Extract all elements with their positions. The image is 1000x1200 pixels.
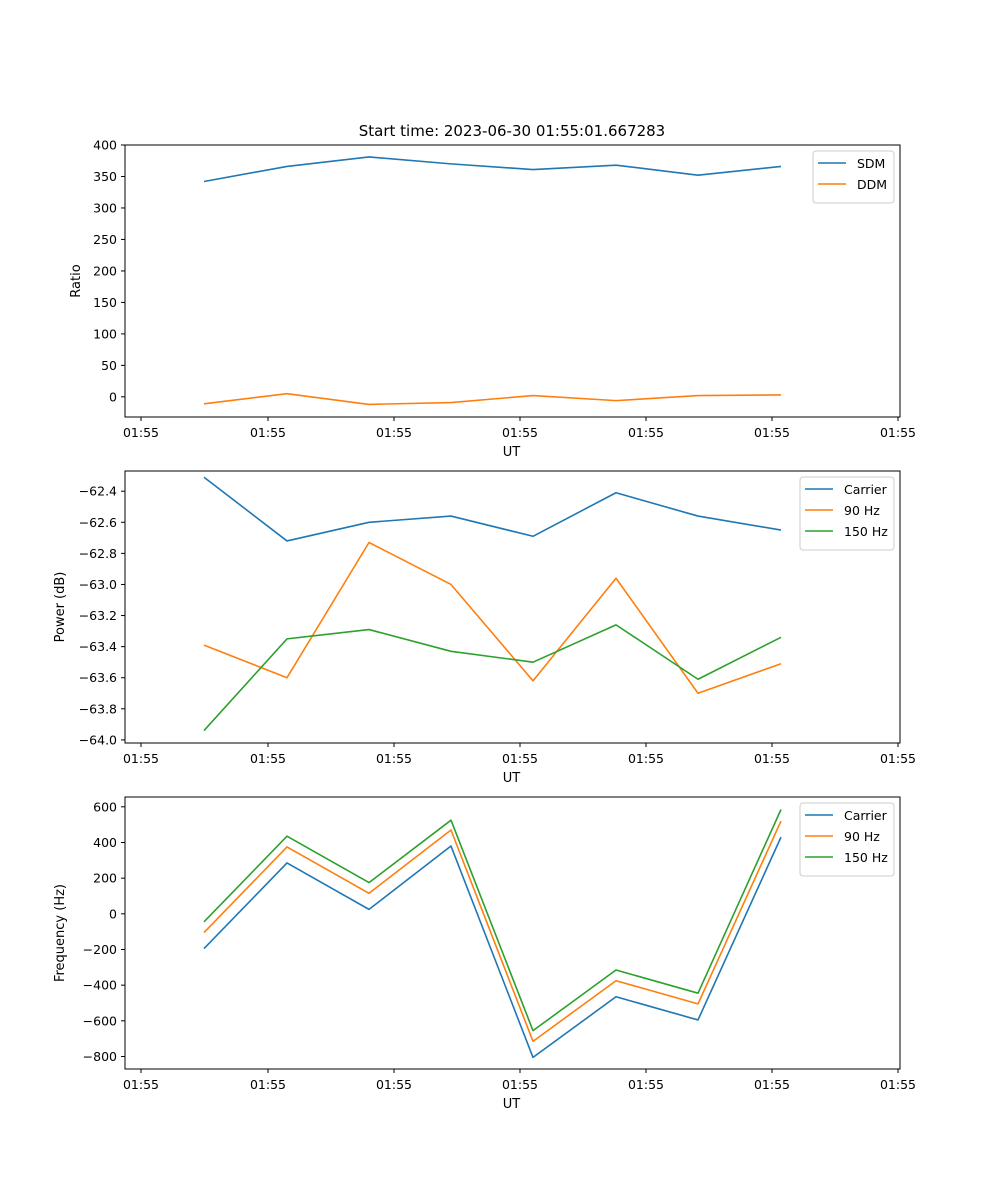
y-axis-label: Ratio [69,264,84,297]
x-tick-label: 01:55 [880,425,916,440]
x-tick-label: 01:55 [250,1077,286,1092]
y-tick-label: 100 [93,326,117,341]
subplot-1: 0 50 100 150 200 250 300 350 400 01:55 01:55 01:55 0… [69,138,916,461]
x-tick-label: 01:55 [502,425,538,440]
y-tick-label: 400 [93,835,117,850]
x-tick-label: 01:55 [880,751,916,766]
x-axis-label: UT [503,445,521,460]
y-tick-label: −800 [83,1049,117,1064]
series-line-150-hz [203,624,782,732]
y-tick-label: 200 [93,263,117,278]
x-tick-label: 01:55 [754,751,790,766]
x-tick-label: 01:55 [628,1077,664,1092]
series-line-carrier [203,476,782,542]
y-tick-label: −64.0 [79,732,117,747]
legend-box [812,150,895,204]
x-tick-label: 01:55 [502,751,538,766]
x-tick-label: 01:55 [754,425,790,440]
x-tick-label: 01:55 [628,751,664,766]
series-line-90-hz [203,541,782,695]
legend-label: DDM [857,177,887,192]
y-tick-label: 350 [93,169,117,184]
x-tick-label: 01:55 [250,425,286,440]
y-tick-label: 0 [109,389,117,404]
x-tick-label: 01:55 [123,1077,159,1092]
subplots: 0 50 100 150 200 250 300 350 400 01:55 01:55 01:55 0… [53,138,916,1113]
x-tick-label: 01:55 [376,425,412,440]
series-line-carrier [203,836,782,1059]
figure-title: Start time: 2023-06-30 01:55:01.667283 [359,122,665,140]
x-tick-label: 01:55 [250,751,286,766]
x-tick-label: 01:55 [123,751,159,766]
y-tick-label: −62.8 [79,546,117,561]
x-tick-label: 01:55 [376,1077,412,1092]
legend-label: Carrier [844,482,888,497]
y-axis-label: Power (dB) [53,572,68,643]
legend-label: SDM [857,156,885,171]
x-tick-label: 01:55 [376,751,412,766]
y-tick-label: 600 [93,799,117,814]
y-tick-label: −62.4 [79,484,117,499]
legend-label: 150 Hz [844,524,888,539]
legend-label: 150 Hz [844,850,888,865]
legend: SDM DDM [812,150,895,204]
series-line-sdm [203,156,782,183]
y-tick-label: −63.2 [79,608,117,623]
y-tick-label: 300 [93,200,117,215]
x-tick-label: 01:55 [123,425,159,440]
subplot-2: −64.0 −63.8 −63.6 −63.4 −63.2 −63.0 −62.8 −62.6… [53,470,916,786]
x-tick-label: 01:55 [880,1077,916,1092]
y-tick-label: 50 [101,358,117,373]
y-tick-label: 250 [93,232,117,247]
y-tick-label: −400 [83,978,117,993]
axes-frame [124,144,901,418]
x-tick-label: 01:55 [502,1077,538,1092]
axes-frame [124,470,901,744]
legend-label: 90 Hz [844,503,880,518]
y-tick-label: 150 [93,295,117,310]
y-tick-label: −200 [83,942,117,957]
y-tick-label: 0 [109,906,117,921]
x-tick-label: 01:55 [628,425,664,440]
y-tick-label: −62.6 [79,515,117,530]
y-tick-label: −63.4 [79,639,117,654]
x-axis-label: UT [503,771,521,786]
series-line-90-hz [203,820,782,1043]
series-line-ddm [203,392,782,406]
x-tick-label: 01:55 [754,1077,790,1092]
legend: Carrier 90 Hz 150 Hz [799,476,895,551]
x-axis-label: UT [503,1097,521,1112]
axes-frame [124,796,901,1070]
y-tick-label: 400 [93,138,117,153]
y-tick-label: 200 [93,871,117,886]
y-tick-label: −63.0 [79,577,117,592]
y-axis-label: Frequency (Hz) [53,884,68,982]
legend-label: Carrier [844,808,888,823]
subplot-3: −800 −600 −400 −200 0 200 400 600 01:55 01:55 01:5… [53,796,916,1112]
y-tick-label: −63.8 [79,701,117,716]
y-tick-label: −63.6 [79,670,117,685]
y-tick-label: −600 [83,1013,117,1028]
legend: Carrier 90 Hz 150 Hz [799,802,895,877]
legend-label: 90 Hz [844,829,880,844]
series-line-150-hz [203,809,782,1032]
